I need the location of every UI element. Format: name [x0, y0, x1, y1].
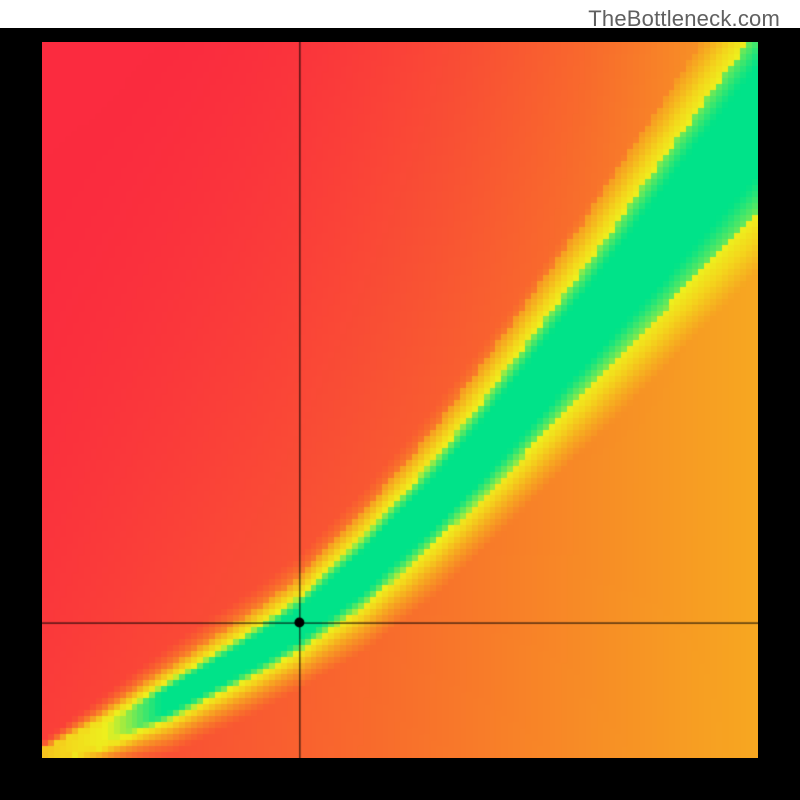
crosshair-overlay — [42, 42, 758, 758]
root: TheBottleneck.com — [0, 0, 800, 800]
